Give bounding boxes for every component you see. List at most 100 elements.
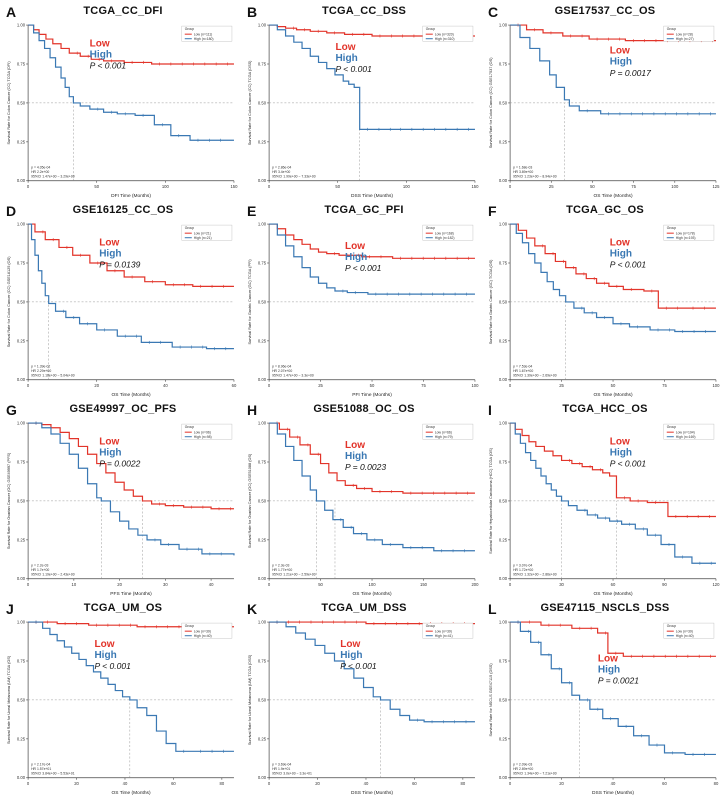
stats-line: HR 2.2e+00 bbox=[31, 170, 49, 174]
y-tick-label: 1.00 bbox=[17, 22, 26, 27]
x-tick-label: 20 bbox=[559, 781, 564, 786]
y-tick-label: 0.00 bbox=[499, 377, 508, 382]
y-axis-label: Survival Rate for NSCLS GSE47115 (DSS) bbox=[489, 663, 493, 737]
y-tick-label: 0.00 bbox=[499, 576, 508, 581]
x-tick-label: 60 bbox=[412, 781, 417, 786]
mini-legend-low-label: Low (n=178) bbox=[676, 231, 695, 235]
x-tick-label: 0 bbox=[268, 184, 271, 189]
km-panel: D GSE16125_CC_OS 0.00 0.25 0.50 0.75 1.00 0 20… bbox=[4, 203, 242, 400]
y-axis-label: Survival Rate for Colon Cancer (CC) TCGA… bbox=[248, 60, 252, 145]
x-axis-label: OS Time (Months) bbox=[594, 392, 633, 398]
x-tick-label: 0 bbox=[509, 781, 512, 786]
x-tick-label: 25 bbox=[559, 383, 564, 388]
x-tick-label: 50 bbox=[611, 383, 616, 388]
mini-legend-low-label: Low (n=39) bbox=[435, 629, 452, 633]
x-axis-label: OS Time (Months) bbox=[112, 790, 151, 796]
y-tick-label: 0.75 bbox=[499, 459, 508, 464]
panel-letter: A bbox=[6, 4, 17, 20]
mini-legend-high-label: High (n=169) bbox=[676, 435, 696, 439]
x-tick-label: 80 bbox=[714, 781, 719, 786]
stats-line: 95%CI 1.47e+00 ~ 3.29e+00 bbox=[31, 174, 75, 178]
y-tick-label: 1.00 bbox=[17, 619, 26, 624]
x-tick-label: 50 bbox=[590, 184, 595, 189]
mini-legend-low-label: Low (n=168) bbox=[435, 231, 454, 235]
y-tick-label: 0.50 bbox=[499, 697, 508, 702]
mini-legend-high-label: High (n=98) bbox=[194, 435, 212, 439]
x-tick-label: 0 bbox=[27, 383, 30, 388]
stats-line: HR 1.72e+00 bbox=[513, 568, 533, 572]
x-tick-label: 0 bbox=[27, 781, 30, 786]
p-value: P = 0.0023 bbox=[345, 462, 386, 472]
panel-title: TCGA_GC_PFI bbox=[324, 204, 404, 216]
legend-high-label: High bbox=[90, 49, 112, 60]
mini-legend-high-label: High (n=182) bbox=[435, 236, 455, 240]
x-tick-label: 0 bbox=[268, 781, 271, 786]
x-tick-label: 75 bbox=[631, 184, 636, 189]
legend-low-label: Low bbox=[94, 639, 114, 650]
panel-title: TCGA_UM_OS bbox=[83, 602, 163, 614]
panel-letter: H bbox=[247, 402, 258, 418]
mini-legend-title: Group bbox=[426, 27, 436, 31]
mini-legend-low-label: Low (n=39) bbox=[676, 629, 693, 633]
legend-low-label: Low bbox=[335, 42, 355, 53]
y-tick-label: 0.00 bbox=[258, 377, 267, 382]
y-tick-label: 0.50 bbox=[258, 498, 267, 503]
x-tick-label: 0 bbox=[509, 184, 512, 189]
mini-legend-title: Group bbox=[667, 425, 677, 429]
x-tick-label: 0 bbox=[268, 383, 271, 388]
km-curve-low bbox=[510, 24, 716, 42]
panel-title: TCGA_UM_DSS bbox=[321, 602, 407, 614]
panel-title: TCGA_HCC_OS bbox=[562, 403, 648, 415]
y-tick-label: 0.75 bbox=[17, 260, 26, 265]
mini-legend-title: Group bbox=[185, 226, 195, 230]
km-panel: A TCGA_CC_DFI 0.00 0.25 0.50 0.75 1.00 0 50 100… bbox=[4, 4, 242, 201]
y-tick-label: 0.75 bbox=[258, 260, 267, 265]
stats-line: p = 3.69e-04 bbox=[272, 763, 291, 767]
stats-line: p = 1.39e-02 bbox=[31, 365, 50, 369]
x-tick-label: 0 bbox=[509, 582, 512, 587]
x-axis-label: DSS Time (Months) bbox=[351, 790, 393, 796]
legend-high-label: High bbox=[99, 447, 121, 458]
km-plot-svg: 0.00 0.25 0.50 0.75 1.00 0 20 40 60 OS Time (Mont… bbox=[7, 221, 237, 397]
y-tick-label: 0.25 bbox=[258, 736, 267, 741]
panel-letter: I bbox=[488, 402, 492, 418]
x-tick-label: 120 bbox=[712, 582, 720, 587]
plot-area: 0.00 0.25 0.50 0.75 1.00 0 50 100 150 200 OS Time … bbox=[245, 417, 483, 599]
stats-line: 95%CI 3.84e+00 ~ 5.53e+01 bbox=[31, 771, 75, 775]
km-curve-high bbox=[28, 422, 235, 556]
panel-letter: L bbox=[488, 601, 497, 617]
x-tick-label: 50 bbox=[370, 383, 375, 388]
y-tick-label: 0.00 bbox=[499, 178, 508, 183]
stats-line: p = 2.09e-03 bbox=[513, 763, 532, 767]
mini-legend-high-label: High (n=40) bbox=[194, 634, 212, 638]
x-tick-label: 40 bbox=[123, 781, 128, 786]
y-tick-label: 1.00 bbox=[17, 221, 26, 226]
y-tick-label: 0.75 bbox=[17, 459, 26, 464]
km-curve-high bbox=[510, 422, 716, 564]
mini-legend-title: Group bbox=[667, 226, 677, 230]
x-tick-label: 50 bbox=[94, 184, 99, 189]
km-plot-svg: 0.00 0.25 0.50 0.75 1.00 0 50 100 150 200 OS Time … bbox=[248, 420, 479, 596]
km-panel: J TCGA_UM_OS 0.00 0.25 0.50 0.75 1.00 0 20 40 60… bbox=[4, 601, 242, 798]
y-tick-label: 0.25 bbox=[258, 537, 267, 542]
y-tick-label: 0.75 bbox=[499, 658, 508, 663]
mini-legend-high-label: High (n=193) bbox=[676, 236, 696, 240]
mini-legend-low-label: Low (n=28) bbox=[676, 32, 693, 36]
mini-legend-title: Group bbox=[426, 425, 436, 429]
km-plot-svg: 0.00 0.25 0.50 0.75 1.00 0 20 40 60 80 OS Time (Mo… bbox=[7, 619, 234, 796]
x-axis-label: DFI Time (Months) bbox=[111, 193, 151, 199]
x-axis-label: PFS Time (Months) bbox=[110, 591, 152, 597]
stats-line: 95%CI 1.16e+00 ~ 5.04e+00 bbox=[31, 373, 75, 377]
x-tick-label: 80 bbox=[220, 781, 225, 786]
y-tick-label: 0.00 bbox=[17, 576, 26, 581]
